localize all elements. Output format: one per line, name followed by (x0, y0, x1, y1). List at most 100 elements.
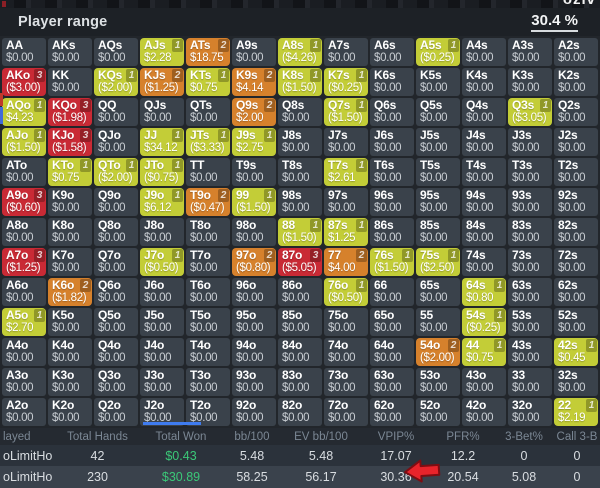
hand-cell-62o[interactable]: 62o $0.00 (370, 398, 414, 426)
hand-cell-64o[interactable]: 64o $0.00 (370, 338, 414, 366)
hand-cell-A8s[interactable]: A8s ($4.26) 1 (278, 38, 322, 66)
hand-cell-63o[interactable]: 63o $0.00 (370, 368, 414, 396)
hand-cell-A6o[interactable]: A6o $0.00 (2, 278, 46, 306)
hand-cell-Q5o[interactable]: Q5o $0.00 (94, 308, 138, 336)
hand-cell-33[interactable]: 33 $0.00 (508, 368, 552, 396)
hand-cell-J6s[interactable]: J6s $0.00 (370, 128, 414, 156)
hand-cell-K4s[interactable]: K4s $0.00 (462, 68, 506, 96)
hand-cell-T9s[interactable]: T9s $0.00 (232, 158, 276, 186)
hand-cell-AQo[interactable]: AQo $4.23 1 (2, 98, 46, 126)
stats-header-pfr[interactable]: PFR% (446, 430, 480, 443)
hand-cell-75s[interactable]: 75s ($2.50) 1 (416, 248, 460, 276)
hand-cell-JTs[interactable]: JTs ($3.33) 1 (186, 128, 230, 156)
hand-cell-K4o[interactable]: K4o $0.00 (48, 338, 92, 366)
hand-cell-KK[interactable]: KK $0.00 (48, 68, 92, 96)
hand-cell-T4o[interactable]: T4o $0.00 (186, 338, 230, 366)
hand-cell-QTo[interactable]: QTo ($2.00) 1 (94, 158, 138, 186)
hand-cell-Q2s[interactable]: Q2s $0.00 (554, 98, 598, 126)
hand-cell-98o[interactable]: 98o $0.00 (232, 218, 276, 246)
hand-cell-A9s[interactable]: A9s $0.00 (232, 38, 276, 66)
hand-cell-J8o[interactable]: J8o $0.00 (140, 218, 184, 246)
hand-cell-53o[interactable]: 53o $0.00 (416, 368, 460, 396)
hand-cell-J5s[interactable]: J5s $0.00 (416, 128, 460, 156)
hand-cell-87s[interactable]: 87s $1.25 1 (324, 218, 368, 246)
hand-cell-Q7o[interactable]: Q7o $0.00 (94, 248, 138, 276)
hand-cell-J9s[interactable]: J9s $2.75 1 (232, 128, 276, 156)
hand-cell-T9o[interactable]: T9o ($0.47) 2 (186, 188, 230, 216)
stats-header-vpip[interactable]: VPIP% (377, 430, 415, 443)
hand-cell-K7o[interactable]: K7o $0.00 (48, 248, 92, 276)
stats-header-call-3bet[interactable]: Call 3-B (556, 430, 598, 443)
hand-cell-J7o[interactable]: J7o ($0.50) 1 (140, 248, 184, 276)
hand-cell-74o[interactable]: 74o $0.00 (324, 338, 368, 366)
hand-cell-A2s[interactable]: A2s $0.00 (554, 38, 598, 66)
hand-cell-T6s[interactable]: T6s $0.00 (370, 158, 414, 186)
hand-cell-42s[interactable]: 42s $0.45 1 (554, 338, 598, 366)
hand-cell-Q4s[interactable]: Q4s $0.00 (462, 98, 506, 126)
hand-cell-J8s[interactable]: J8s $0.00 (278, 128, 322, 156)
hand-cell-52o[interactable]: 52o $0.00 (416, 398, 460, 426)
hand-cell-A4o[interactable]: A4o $0.00 (2, 338, 46, 366)
hand-cell-J6o[interactable]: J6o $0.00 (140, 278, 184, 306)
hand-cell-K2s[interactable]: K2s $0.00 (554, 68, 598, 96)
hand-cell-A7o[interactable]: A7o ($1.25) 3 (2, 248, 46, 276)
hand-cell-T8s[interactable]: T8s $0.00 (278, 158, 322, 186)
hand-cell-Q8s[interactable]: Q8s $0.00 (278, 98, 322, 126)
hand-cell-75o[interactable]: 75o $0.00 (324, 308, 368, 336)
hand-cell-Q3o[interactable]: Q3o $0.00 (94, 368, 138, 396)
hand-cell-ATo[interactable]: ATo $0.00 (2, 158, 46, 186)
hand-cell-A6s[interactable]: A6s $0.00 (370, 38, 414, 66)
hand-cell-J3s[interactable]: J3s $0.00 (508, 128, 552, 156)
hand-cell-64s[interactable]: 64s $0.80 1 (462, 278, 506, 306)
hand-cell-63s[interactable]: 63s $0.00 (508, 278, 552, 306)
hand-cell-T2o[interactable]: T2o $0.00 (186, 398, 230, 426)
hand-cell-J4s[interactable]: J4s $0.00 (462, 128, 506, 156)
hand-cell-A9o[interactable]: A9o ($0.60) 3 (2, 188, 46, 216)
hand-cell-32o[interactable]: 32o $0.00 (508, 398, 552, 426)
hand-cell-AJo[interactable]: AJo ($1.50) 1 (2, 128, 46, 156)
hand-cell-T7o[interactable]: T7o $0.00 (186, 248, 230, 276)
hand-cell-K9o[interactable]: K9o $0.00 (48, 188, 92, 216)
hand-cell-65o[interactable]: 65o $0.00 (370, 308, 414, 336)
hand-cell-J2o[interactable]: J2o $0.00 (140, 398, 184, 426)
hand-cell-K7s[interactable]: K7s ($0.25) 1 (324, 68, 368, 96)
hand-cell-43o[interactable]: 43o $0.00 (462, 368, 506, 396)
hand-cell-JJ[interactable]: JJ $34.12 1 (140, 128, 184, 156)
hand-cell-54o[interactable]: 54o ($2.00) 2 (416, 338, 460, 366)
hand-cell-65s[interactable]: 65s $0.00 (416, 278, 460, 306)
hand-cell-KJo[interactable]: KJo ($1.58) 3 (48, 128, 92, 156)
hand-cell-QJo[interactable]: QJo $0.00 (94, 128, 138, 156)
hand-cell-43s[interactable]: 43s $0.00 (508, 338, 552, 366)
hand-cell-95o[interactable]: 95o $0.00 (232, 308, 276, 336)
hand-cell-99[interactable]: 99 ($1.50) 1 (232, 188, 276, 216)
hand-cell-42o[interactable]: 42o $0.00 (462, 398, 506, 426)
stats-header-game-played[interactable]: layed (3, 430, 31, 443)
stats-row-1[interactable]: oLimitHo 42 $0.43 5.48 5.48 17.07 12.2 0 0 (0, 445, 600, 466)
hand-cell-77[interactable]: 77 $4.00 2 (324, 248, 368, 276)
hand-cell-QQ[interactable]: QQ $0.00 (94, 98, 138, 126)
hand-cell-54s[interactable]: 54s ($0.25) 1 (462, 308, 506, 336)
hand-cell-95s[interactable]: 95s $0.00 (416, 188, 460, 216)
hand-cell-Q5s[interactable]: Q5s $0.00 (416, 98, 460, 126)
hand-cell-87o[interactable]: 87o ($5.05) 3 (278, 248, 322, 276)
hand-cell-T5s[interactable]: T5s $0.00 (416, 158, 460, 186)
hand-cell-86s[interactable]: 86s $0.00 (370, 218, 414, 246)
hand-cell-85o[interactable]: 85o $0.00 (278, 308, 322, 336)
hand-cell-J2s[interactable]: J2s $0.00 (554, 128, 598, 156)
hand-cell-J5o[interactable]: J5o $0.00 (140, 308, 184, 336)
hand-cell-Q9s[interactable]: Q9s $2.00 2 (232, 98, 276, 126)
hand-cell-K9s[interactable]: K9s $4.14 2 (232, 68, 276, 96)
hand-cell-T3o[interactable]: T3o $0.00 (186, 368, 230, 396)
hand-cell-AJs[interactable]: AJs $2.28 1 (140, 38, 184, 66)
hand-cell-AKo[interactable]: AKo ($3.00) 3 (2, 68, 46, 96)
hand-cell-22[interactable]: 22 $2.19 1 (554, 398, 598, 426)
hand-cell-86o[interactable]: 86o $0.00 (278, 278, 322, 306)
stats-header-total-hands[interactable]: Total Hands (67, 430, 128, 443)
hand-cell-KQs[interactable]: KQs ($2.00) 1 (94, 68, 138, 96)
hand-cell-92o[interactable]: 92o $0.00 (232, 398, 276, 426)
hand-cell-72s[interactable]: 72s $0.00 (554, 248, 598, 276)
hand-cell-88[interactable]: 88 ($1.50) 1 (278, 218, 322, 246)
hand-cell-KQo[interactable]: KQo ($1.98) 3 (48, 98, 92, 126)
hand-cell-94o[interactable]: 94o $0.00 (232, 338, 276, 366)
hand-cell-83s[interactable]: 83s $0.00 (508, 218, 552, 246)
